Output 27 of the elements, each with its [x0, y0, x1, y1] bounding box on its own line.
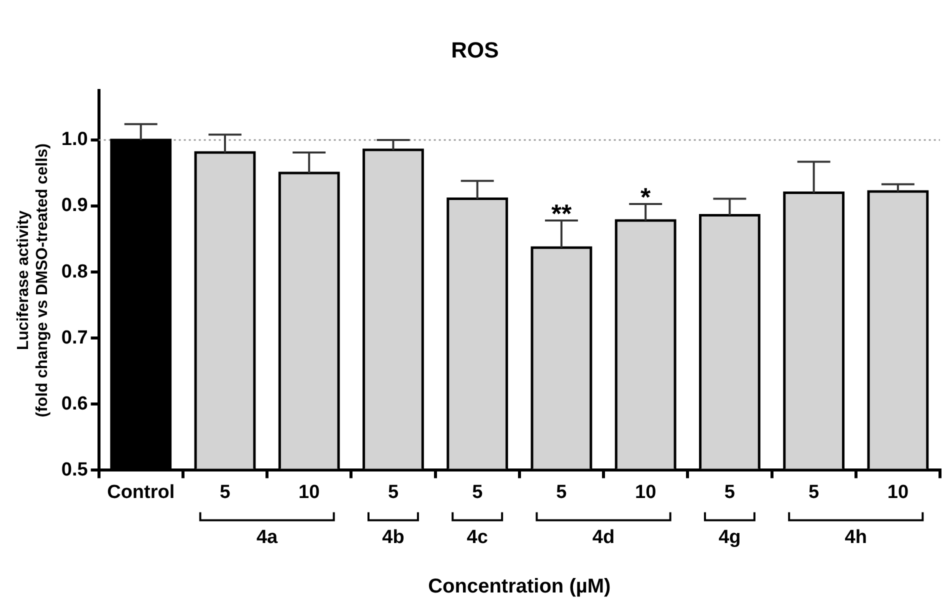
y-axis-title: Luciferase activity (fold change vs DMSO-treated cells) [15, 143, 52, 418]
chart-title: ROS [451, 37, 499, 62]
x-tick-label: Control [107, 482, 175, 503]
y-tick-label: 1.0 [61, 129, 88, 150]
y-tick-label: 0.8 [61, 261, 88, 282]
x-tick-label: 10 [635, 482, 656, 503]
text: 4g [718, 526, 741, 548]
x-tick-label: 5 [724, 482, 736, 503]
x-tick-label: 10 [298, 482, 320, 503]
x-tick-label: 5 [388, 482, 399, 503]
text: 4b [382, 526, 404, 548]
annotation: ** [551, 198, 572, 229]
text: 4c [466, 526, 488, 548]
y-tick-label: 0.6 [61, 393, 88, 414]
x-tick-label: 10 [887, 482, 909, 503]
text: 4h [844, 526, 867, 548]
x-axis-title: Concentration (µM) [428, 576, 611, 598]
y-tick-label: 0.5 [61, 459, 88, 480]
text: 4a [256, 526, 278, 548]
x-tick-label: 5 [220, 482, 231, 503]
x-tick-label: 5 [472, 482, 484, 503]
x-tick-label: 5 [808, 482, 820, 503]
annotation: * [640, 182, 652, 212]
y-tick-label: 0.7 [61, 327, 88, 348]
x-tick-label: 5 [556, 482, 568, 503]
y-tick-label: 0.9 [61, 195, 88, 216]
text: 4d [592, 526, 615, 548]
